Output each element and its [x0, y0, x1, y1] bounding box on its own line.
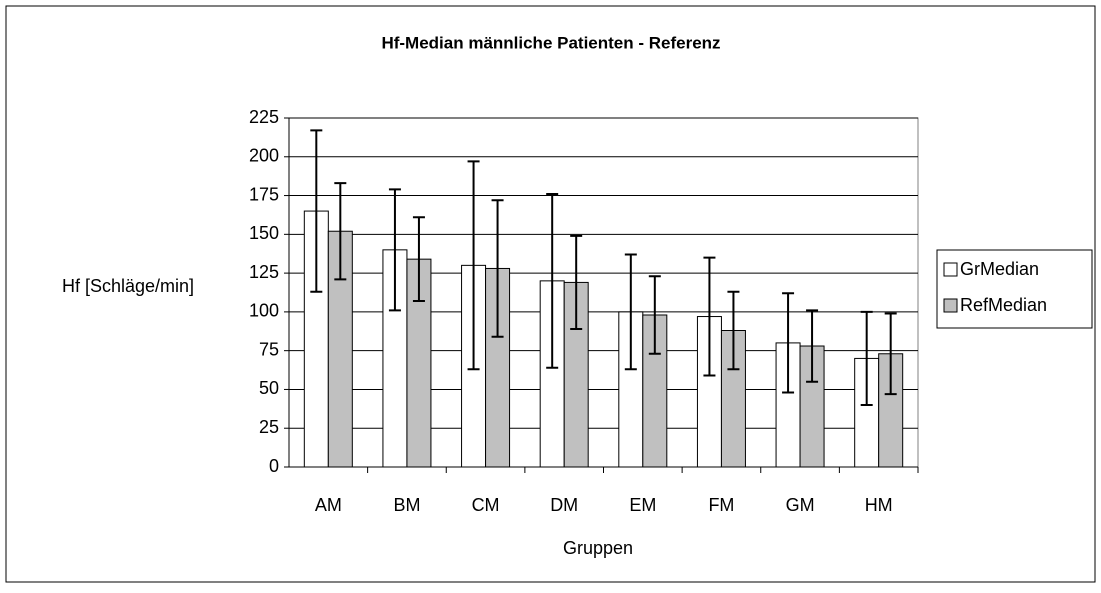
x-tick-label: HM	[865, 495, 893, 515]
error-bar	[491, 199, 504, 338]
error-bar	[806, 309, 819, 383]
error-bar	[884, 312, 897, 396]
error-bar	[703, 256, 716, 377]
y-tick-label: 150	[249, 223, 279, 243]
y-tick-label: 225	[249, 107, 279, 127]
error-bar	[334, 182, 347, 281]
error-bar	[570, 234, 583, 330]
y-tick-label: 200	[249, 146, 279, 166]
error-bar	[648, 275, 661, 355]
legend-label: RefMedian	[960, 295, 1047, 315]
bar	[618, 311, 644, 468]
y-tick-label: 100	[249, 301, 279, 321]
x-tick-label: GM	[786, 495, 815, 515]
legend-swatch	[943, 298, 958, 313]
x-axis-label: Gruppen	[563, 538, 633, 558]
error-bar	[624, 253, 637, 371]
error-bar	[388, 188, 401, 312]
x-tick-label: DM	[550, 495, 578, 515]
error-bar	[467, 160, 480, 371]
x-tick-label: BM	[393, 495, 420, 515]
y-tick-label: 50	[259, 378, 279, 398]
x-tick-label: AM	[315, 495, 342, 515]
legend-swatch	[943, 262, 958, 277]
error-bar	[727, 290, 740, 371]
y-tick-label: 125	[249, 262, 279, 282]
legend-box	[936, 249, 1093, 329]
error-bar	[310, 129, 323, 293]
x-tick-label: CM	[472, 495, 500, 515]
x-tick-label: EM	[629, 495, 656, 515]
legend-label: GrMedian	[960, 259, 1039, 279]
error-bar	[860, 310, 873, 406]
chart-title: Hf-Median männliche Patienten - Referenz	[381, 33, 720, 52]
y-tick-label: 0	[269, 456, 279, 476]
y-tick-label: 25	[259, 417, 279, 437]
x-tick-label: FM	[708, 495, 734, 515]
error-bar	[546, 193, 559, 369]
y-tick-label: 75	[259, 339, 279, 359]
error-bar	[782, 292, 795, 394]
error-bar	[412, 216, 425, 303]
y-axis-label: Hf [Schläge/min]	[62, 276, 194, 296]
y-tick-label: 175	[249, 184, 279, 204]
